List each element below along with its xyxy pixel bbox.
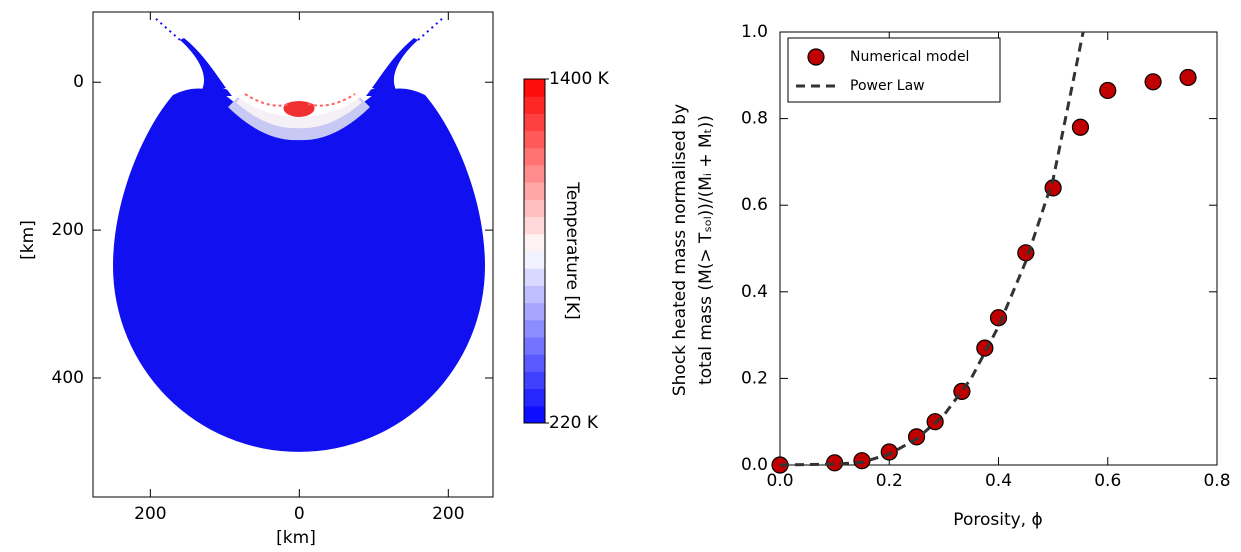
colorbar-band	[524, 113, 545, 132]
colorbar-tick-label: 1400 K	[549, 69, 610, 89]
colorbar-band	[524, 182, 545, 200]
legend-marker	[807, 48, 825, 66]
x-axis-label: Porosity, ϕ	[953, 510, 1042, 530]
y-tick-label: 1.0	[741, 22, 768, 42]
data-point	[1099, 81, 1117, 100]
colorbar-band	[524, 302, 545, 321]
colorbar-band	[524, 216, 545, 235]
colorbar-band	[524, 371, 545, 390]
colorbar-band	[524, 388, 545, 407]
legend-label: Power Law	[850, 78, 925, 94]
legend-box	[787, 37, 1001, 103]
colorbar-band	[524, 79, 545, 97]
hot-rim	[244, 93, 356, 107]
x-axis-label: [km]	[276, 528, 316, 548]
y-axis-label: Shock heated mass normalised by	[670, 104, 690, 396]
data-point	[1071, 118, 1090, 136]
colorbar	[524, 79, 545, 424]
left-spray	[154, 17, 181, 41]
y-tick-label: 0.6	[741, 195, 768, 215]
left-jet	[180, 38, 232, 96]
data-point	[1144, 73, 1162, 91]
data-point	[989, 309, 1008, 327]
colorbar-band	[524, 405, 545, 424]
hot-spot	[283, 101, 315, 117]
colorbar-label: Temperature [K]	[562, 181, 582, 320]
simulation-image	[0, 0, 600, 552]
heated-zone	[236, 93, 362, 129]
y-axis-label: total mass (M(> Tₛₒₗ))/(Mᵢ + Mₜ))	[696, 115, 716, 385]
colorbar-band	[524, 268, 545, 286]
x-tick-label: 0.4	[985, 471, 1012, 491]
x-tick-label: 200	[432, 504, 464, 524]
y-tick-label: 0	[73, 72, 84, 92]
colorbar-band	[524, 285, 545, 304]
y-tick-label: 0.8	[741, 109, 768, 129]
colorbar-band	[524, 199, 545, 218]
x-tick-label: 0	[294, 504, 305, 524]
y-tick-label: 0.2	[741, 368, 768, 388]
colorbar-band	[524, 165, 545, 183]
data-point	[1179, 68, 1197, 87]
y-axis-label: [km]	[18, 220, 38, 260]
colorbar-band	[524, 233, 545, 252]
y-tick-label: 0.4	[741, 282, 768, 302]
legend-label: Numerical model	[850, 49, 969, 65]
data-point	[976, 339, 994, 357]
colorbar-band	[524, 147, 545, 166]
right-spray	[417, 17, 444, 41]
colorbar-band	[524, 337, 545, 355]
colorbar-band	[524, 130, 545, 149]
colorbar-band	[524, 319, 545, 338]
y-tick-label: 0.0	[741, 455, 768, 475]
colorbar-band	[524, 251, 545, 269]
body	[113, 88, 485, 452]
x-tick-label: 0.6	[1094, 471, 1121, 491]
x-tick-label: 0.8	[1203, 471, 1230, 491]
right-jet	[366, 38, 418, 96]
y-tick-label: 200	[52, 220, 84, 240]
x-tick-label: 200	[134, 504, 166, 524]
colorbar-frame	[523, 78, 546, 424]
left-frame	[92, 11, 494, 498]
data-point	[853, 452, 871, 470]
data-point	[880, 443, 898, 461]
x-tick-label: 0.2	[876, 471, 903, 491]
colorbar-tick-label: 220 K	[549, 413, 599, 433]
x-tick-label: 0.0	[766, 471, 793, 491]
power-law-line	[779, 31, 1085, 467]
colorbar-band	[524, 96, 545, 114]
colorbar-band	[524, 354, 545, 372]
y-tick-label: 400	[52, 368, 84, 388]
